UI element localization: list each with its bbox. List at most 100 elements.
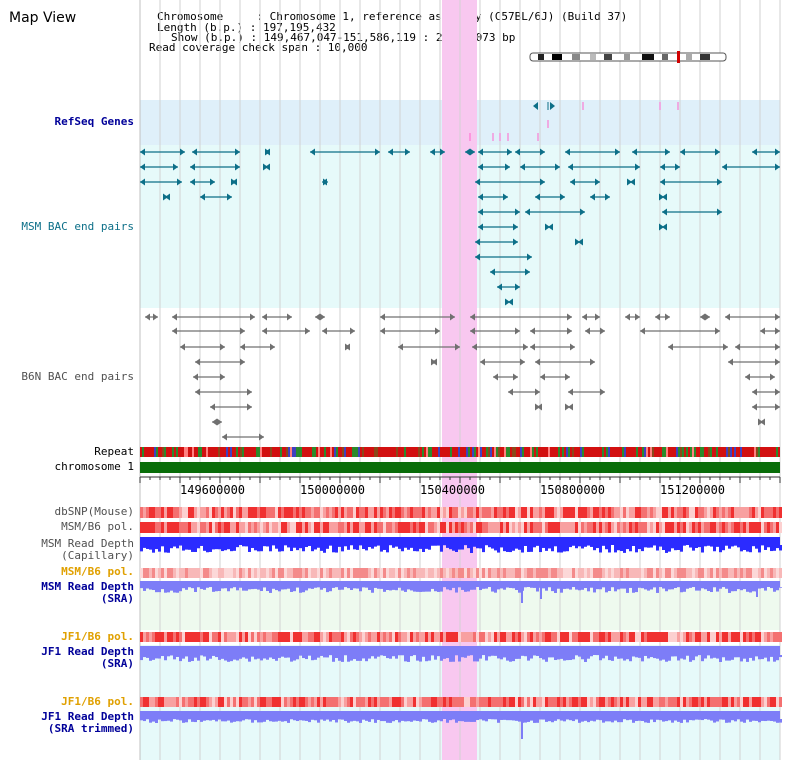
repeat-segment xyxy=(676,447,678,457)
msm-bac-pair xyxy=(775,148,780,156)
jf1-depth-trimmed-bar xyxy=(716,719,719,722)
dbsnp-heat xyxy=(224,507,227,518)
msm-depth-sra-bar xyxy=(452,587,455,588)
jf1-pol2-heat xyxy=(539,697,542,707)
jf1-depth-trimmed-bar xyxy=(665,719,668,722)
msm-pol-heat xyxy=(698,522,701,533)
jf1-depth-sra-bar xyxy=(248,655,251,662)
track-label-sra: (SRA) xyxy=(100,592,134,605)
msm-depth-capillary-bar xyxy=(470,545,473,553)
jf1-depth-sra-bar xyxy=(395,655,398,659)
jf1-pol2-heat xyxy=(446,697,449,707)
dbsnp-heat xyxy=(521,507,524,518)
track-label-b6n-bac[interactable]: B6N BAC end pairs xyxy=(21,370,134,383)
jf1-pol-heat xyxy=(557,632,560,642)
msm-depth-capillary-bar xyxy=(623,545,626,553)
msm-depth-sra-bar xyxy=(425,587,428,592)
jf1-depth-sra-bar xyxy=(260,655,263,661)
msm-depth-sra-bar xyxy=(251,587,254,590)
msm-depth-sra-bar xyxy=(404,587,407,592)
repeat-segment xyxy=(574,447,576,457)
dbsnp-heat xyxy=(215,507,218,518)
msm-pol2-heat xyxy=(623,568,626,578)
jf1-depth-sra-bar xyxy=(191,655,194,662)
ideogram-band xyxy=(700,54,710,60)
msm-depth-capillary-bar xyxy=(590,545,593,547)
jf1-depth-sra-bar xyxy=(374,655,377,659)
jf1-depth-sra-bar xyxy=(179,655,182,662)
jf1-depth-sra-bar xyxy=(164,655,167,661)
jf1-pol2-heat xyxy=(308,697,311,707)
msm-pol-heat xyxy=(728,522,731,533)
jf1-pol-heat xyxy=(674,632,677,642)
track-label-msm-bac[interactable]: MSM BAC end pairs xyxy=(21,220,134,233)
msm-depth-capillary-bar xyxy=(725,545,728,546)
repeat-segment xyxy=(450,447,452,457)
jf1-pol2-heat xyxy=(404,697,407,707)
jf1-pol-heat xyxy=(770,632,773,642)
msm-depth-capillary-bar xyxy=(173,545,176,547)
msm-depth-capillary-bar xyxy=(569,545,572,548)
jf1-depth-trimmed-bar xyxy=(260,719,263,723)
dbsnp-heat xyxy=(266,507,269,518)
msm-depth-capillary-bar xyxy=(716,545,719,547)
dbsnp-heat xyxy=(668,507,671,518)
msm-depth-capillary-bar xyxy=(386,545,389,553)
jf1-pol-heat xyxy=(392,632,395,642)
msm-depth-sra-bar xyxy=(284,587,287,590)
jf1-depth-sra-bar xyxy=(377,655,380,657)
msm-depth-sra-bar xyxy=(683,587,686,592)
jf1-pol2-heat xyxy=(725,697,728,707)
jf1-depth-trimmed-bar xyxy=(707,719,710,720)
repeat-segment xyxy=(172,447,174,457)
jf1-depth-sra-bar xyxy=(728,655,731,661)
msm-depth-capillary-bar xyxy=(155,545,158,550)
msm-depth-capillary-bar xyxy=(440,545,443,552)
msm-depth-sra-bar xyxy=(515,587,518,591)
jf1-depth-trimmed-bar xyxy=(719,719,722,720)
repeat-segment xyxy=(158,447,160,457)
jf1-pol-heat xyxy=(209,632,212,642)
dbsnp-heat xyxy=(614,507,617,518)
jf1-pol2-heat xyxy=(647,697,650,707)
msm-depth-capillary-bar xyxy=(197,545,200,549)
dbsnp-heat xyxy=(446,507,449,518)
repeat-segment xyxy=(664,447,666,457)
jf1-pol-heat xyxy=(572,632,575,642)
jf1-pol2-heat xyxy=(182,697,185,707)
dbsnp-heat xyxy=(764,507,767,518)
msm-depth-capillary-bar xyxy=(749,545,752,553)
msm-pol2-heat xyxy=(473,568,476,578)
msm-bac-pair xyxy=(227,193,232,201)
msm-pol2-heat xyxy=(500,568,503,578)
msm-depth-capillary-bar xyxy=(287,545,290,548)
msm-pol-heat xyxy=(488,522,491,533)
msm-pol-heat xyxy=(725,522,728,533)
msm-depth-sra-bar xyxy=(353,587,356,589)
msm-pol2-heat xyxy=(170,568,173,578)
jf1-depth-trimmed-bar xyxy=(677,719,680,722)
jf1-pol-heat xyxy=(311,632,314,642)
msm-pol2-heat xyxy=(146,568,149,578)
dbsnp-heat xyxy=(683,507,686,518)
jf1-pol-heat xyxy=(542,632,545,642)
msm-pol-heat xyxy=(647,522,650,533)
dbsnp-heat xyxy=(407,507,410,518)
jf1-pol-heat xyxy=(467,632,470,642)
jf1-depth-trimmed-bar xyxy=(689,719,692,721)
msm-depth-capillary-bar xyxy=(476,545,479,549)
msm-bac-pair xyxy=(659,223,664,231)
msm-depth-sra-bar xyxy=(239,587,242,588)
jf1-depth-trimmed-bar xyxy=(323,719,326,721)
msm-pol-heat xyxy=(461,522,464,533)
msm-depth-sra-bar xyxy=(164,587,167,593)
jf1-depth-sra-bar xyxy=(581,655,584,660)
repeat-segment xyxy=(426,447,428,457)
jf1-pol2-heat xyxy=(314,697,317,707)
dbsnp-heat xyxy=(461,507,464,518)
msm-depth-sra-bar xyxy=(368,587,371,591)
msm-bac-pair xyxy=(263,163,268,171)
track-label-refseq[interactable]: RefSeq Genes xyxy=(54,115,134,128)
msm-depth-sra-bar xyxy=(704,587,707,590)
